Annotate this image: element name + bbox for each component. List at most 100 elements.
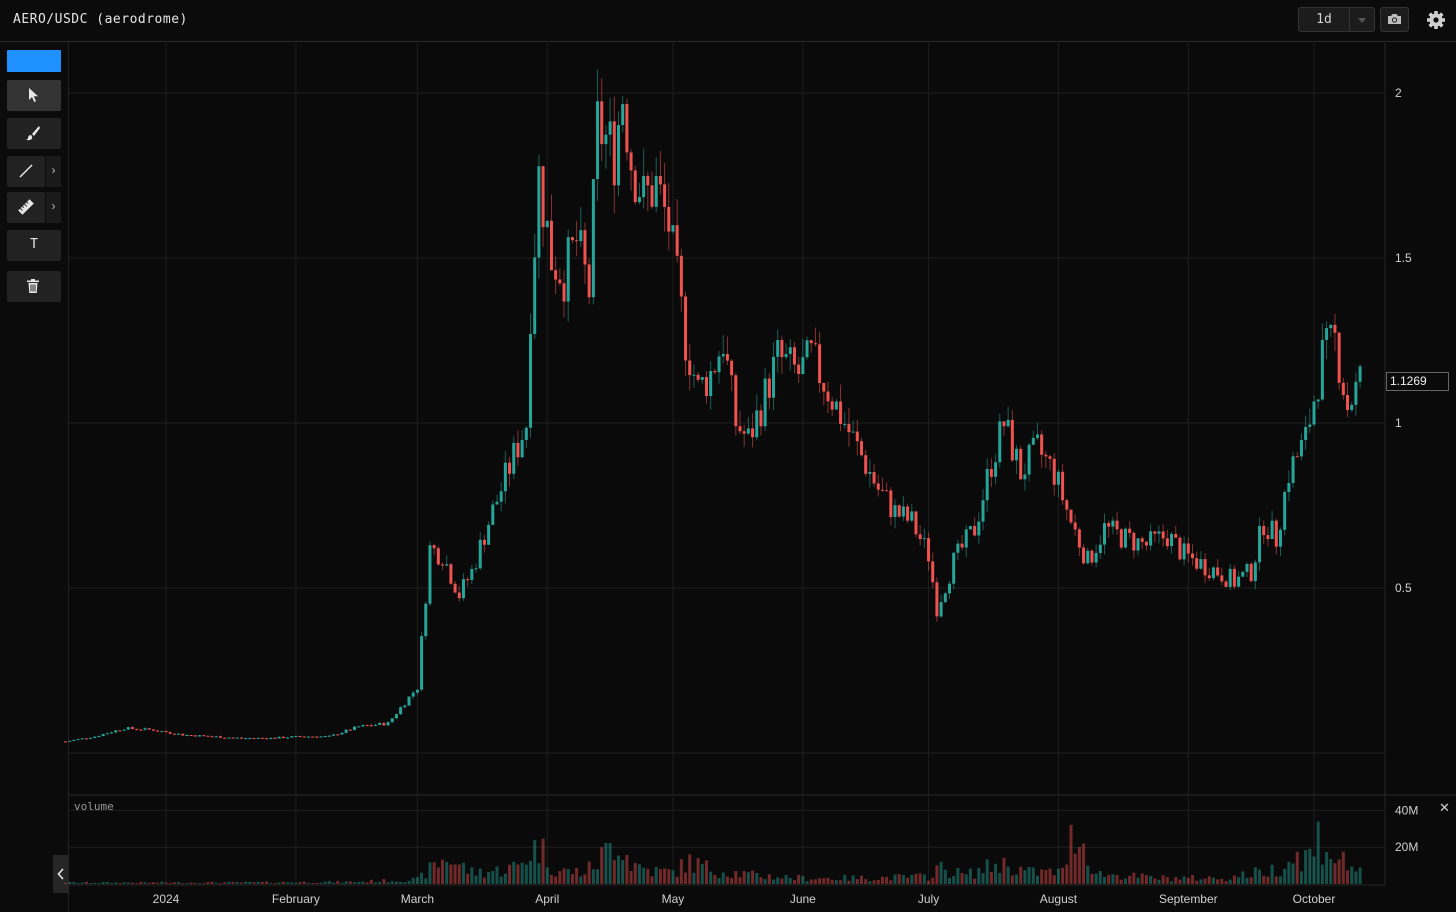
volume-bar [248, 881, 252, 884]
candle-body [1320, 339, 1324, 400]
candle-body [633, 170, 637, 203]
volume-bar [516, 864, 520, 884]
candle-body [1019, 448, 1023, 480]
volume-bar [663, 868, 667, 884]
brush-tool[interactable] [7, 118, 61, 149]
time-axis-label: June [790, 892, 816, 906]
candle-body [1262, 525, 1266, 536]
volume-bar [151, 882, 155, 884]
volume-bar [1337, 859, 1341, 884]
volume-bar [792, 879, 796, 884]
volume-bar [1119, 879, 1123, 884]
volume-bar [1195, 880, 1199, 884]
candle-body [742, 431, 746, 434]
volume-bar [1237, 877, 1241, 884]
settings-button[interactable] [1424, 8, 1448, 32]
delete-tool[interactable] [7, 271, 61, 302]
volume-bar [122, 882, 126, 884]
candle-body [373, 724, 377, 726]
volume-bar [822, 878, 826, 884]
timeframe-select[interactable]: 1d [1298, 7, 1350, 32]
volume-bar [1165, 877, 1169, 884]
candle-body [424, 603, 428, 637]
volume-bar [537, 863, 541, 884]
volume-bar [922, 874, 926, 884]
candle-body [1249, 563, 1253, 582]
timeframe-dropdown-button[interactable] [1350, 7, 1375, 32]
volume-bar [373, 882, 377, 884]
volume-bar [327, 880, 331, 884]
volume-bar [658, 869, 662, 884]
candle-body [231, 737, 235, 739]
candle-body [445, 564, 449, 566]
volume-bar [466, 873, 470, 884]
candle-body [968, 526, 972, 530]
candle-body [675, 225, 679, 256]
candle-body [696, 374, 700, 380]
text-tool[interactable]: T [7, 230, 61, 261]
candle-body [1199, 559, 1203, 569]
candle-body [256, 737, 260, 739]
candle-body [1098, 544, 1102, 553]
volume-bar [834, 880, 838, 884]
candle-body [1107, 523, 1111, 527]
candle-body [1266, 535, 1270, 540]
candle-body [830, 401, 834, 410]
candle-body [1082, 547, 1086, 564]
screenshot-button[interactable] [1380, 7, 1409, 32]
candle-body [1304, 426, 1308, 440]
candle-body [482, 539, 486, 545]
candle-body [885, 490, 889, 492]
volume-bar [260, 881, 264, 884]
last-price-label: 1.1269 [1386, 372, 1449, 391]
candle-body [1308, 424, 1312, 427]
ruler-tool[interactable] [7, 192, 45, 223]
volume-bar [730, 877, 734, 884]
volume-bar [1274, 876, 1278, 884]
candle-body [1094, 552, 1098, 563]
pair-title: AERO/USDC (aerodrome) [13, 12, 188, 27]
volume-bar [1136, 877, 1140, 884]
candle-body [210, 736, 214, 738]
candle-body [579, 230, 583, 242]
color-swatch[interactable] [7, 50, 61, 72]
volume-bar [1115, 875, 1119, 884]
volume-bar [696, 858, 700, 884]
candle-body [1253, 562, 1257, 582]
candle-body [554, 270, 558, 280]
volume-bar [72, 882, 76, 884]
volume-bar [311, 883, 315, 885]
volume-bar [763, 879, 767, 884]
candle-body [1186, 543, 1190, 554]
volume-bar [1291, 863, 1295, 884]
candle-body [977, 521, 981, 536]
candle-body [420, 636, 424, 690]
candle-body [336, 734, 340, 736]
volume-axis-label: 20M [1395, 840, 1418, 854]
volume-bar [202, 883, 206, 885]
candle-body [516, 442, 520, 458]
volume-bar [1090, 873, 1094, 884]
candle-body [784, 354, 788, 358]
volume-bar [671, 870, 675, 884]
collapse-toolbar-button[interactable] [53, 855, 69, 893]
volume-bar [1325, 852, 1329, 884]
volume-bar [302, 881, 306, 884]
candle-body [612, 121, 616, 186]
line-tool[interactable] [7, 156, 45, 187]
volume-bar [424, 878, 428, 884]
close-icon: ✕ [1439, 800, 1450, 815]
volume-bar [1283, 868, 1287, 884]
volume-bar [545, 867, 549, 884]
volume-bar [956, 868, 960, 884]
ruler-tool-expand[interactable]: › [46, 192, 61, 223]
volume-bar [1069, 824, 1073, 884]
candle-body [524, 427, 528, 440]
candle-body [880, 489, 884, 491]
select-tool[interactable] [7, 80, 61, 111]
volume-bar [1077, 847, 1081, 884]
candle-body [545, 220, 549, 228]
volume-panel-close-button[interactable]: ✕ [1439, 800, 1450, 816]
line-tool-expand[interactable]: › [46, 156, 61, 187]
